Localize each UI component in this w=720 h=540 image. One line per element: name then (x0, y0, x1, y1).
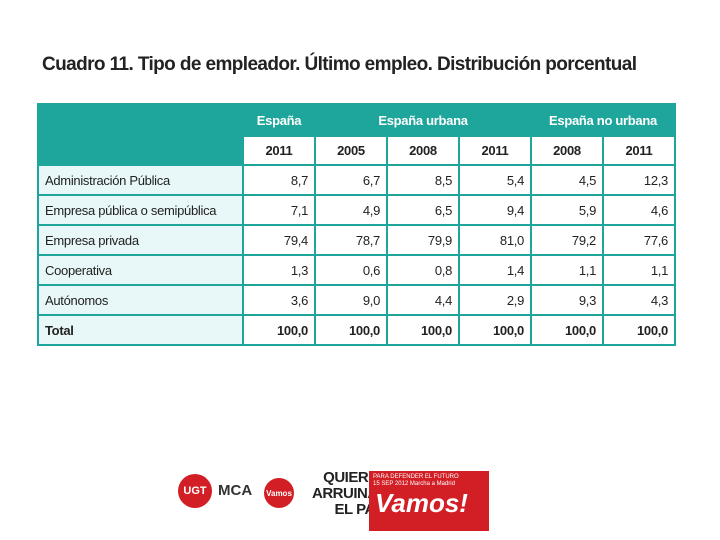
row-label: Cooperativa (37, 254, 244, 286)
cell: 3,6 (242, 284, 316, 316)
group-header: España (242, 103, 316, 137)
cell: 100,0 (458, 314, 532, 346)
cell: 12,3 (602, 164, 676, 196)
group-header: España urbana (314, 103, 532, 137)
cell: 77,6 (602, 224, 676, 256)
table-row: Cooperativa 1,3 0,6 0,8 1,4 1,1 1,1 (37, 254, 676, 286)
cell: 6,5 (386, 194, 460, 226)
group-header: España no urbana (530, 103, 676, 137)
year-header: 2011 (602, 135, 676, 166)
cell: 1,1 (602, 254, 676, 286)
row-label: Administración Pública (37, 164, 244, 196)
cell: 4,6 (602, 194, 676, 226)
cell: 2,9 (458, 284, 532, 316)
cell: 5,9 (530, 194, 604, 226)
year-header: 2008 (530, 135, 604, 166)
cell: 9,0 (314, 284, 388, 316)
cell: 8,7 (242, 164, 316, 196)
cell: 6,7 (314, 164, 388, 196)
cell: 100,0 (602, 314, 676, 346)
table: España España urbana España no urbana 2011 2… (37, 103, 676, 346)
row-label: Empresa privada (37, 224, 244, 256)
vamos-logo: Vamos (264, 478, 294, 508)
cell: 0,6 (314, 254, 388, 286)
corner-cell (37, 103, 244, 166)
table-row: Empresa privada 79,4 78,7 79,9 81,0 79,2 77,6 (37, 224, 676, 256)
cell: 8,5 (386, 164, 460, 196)
banner-small: PARA DEFENDER EL FUTURO 15 SEP 2012 Marc… (369, 471, 489, 488)
cell: 9,3 (530, 284, 604, 316)
cell: 78,7 (314, 224, 388, 256)
banner-text: PARA DEFENDER EL FUTURO (373, 474, 459, 480)
table-row: Total 100,0 100,0 100,0 100,0 100,0 100,0 (37, 314, 676, 346)
cell: 81,0 (458, 224, 532, 256)
cell: 1,1 (530, 254, 604, 286)
cell: 79,9 (386, 224, 460, 256)
cell: 100,0 (314, 314, 388, 346)
group-row: España España urbana España no urbana (37, 103, 676, 166)
year-header: 2011 (242, 135, 316, 166)
cell: 7,1 (242, 194, 316, 226)
banner-text: 15 SEP 2012 Marcha a Madrid (373, 481, 455, 487)
cell: 100,0 (386, 314, 460, 346)
year-header: 2008 (386, 135, 460, 166)
cell: 0,8 (386, 254, 460, 286)
cell: 1,3 (242, 254, 316, 286)
cell: 1,4 (458, 254, 532, 286)
banner: PARA DEFENDER EL FUTURO 15 SEP 2012 Marc… (369, 471, 489, 531)
table-row: Administración Pública 8,7 6,7 8,5 5,4 4,5 12,… (37, 164, 676, 196)
cell: 4,9 (314, 194, 388, 226)
cell: 9,4 (458, 194, 532, 226)
row-label: Empresa pública o semipública (37, 194, 244, 226)
row-label: Autónomos (37, 284, 244, 316)
year-header: 2011 (458, 135, 532, 166)
cell: 79,4 (242, 224, 316, 256)
cell: 4,3 (602, 284, 676, 316)
cell: 100,0 (242, 314, 316, 346)
mca-logo: MCA (218, 482, 253, 499)
title: Cuadro 11. Tipo de empleador. Último emp… (42, 54, 637, 75)
table-row: Empresa pública o semipública 7,1 4,9 6,5 9,… (37, 194, 676, 226)
row-label: Total (37, 314, 244, 346)
banner-big: Vamos! (375, 488, 468, 518)
year-header: 2005 (314, 135, 388, 166)
table-row: Autónomos 3,6 9,0 4,4 2,9 9,3 4,3 (37, 284, 676, 316)
cell: 100,0 (530, 314, 604, 346)
cell: 4,4 (386, 284, 460, 316)
cell: 5,4 (458, 164, 532, 196)
cell: 79,2 (530, 224, 604, 256)
year-row: 2011 2005 2008 2011 2008 2011 (38, 135, 676, 166)
cell: 4,5 (530, 164, 604, 196)
ugt-logo: UGT (178, 474, 212, 508)
